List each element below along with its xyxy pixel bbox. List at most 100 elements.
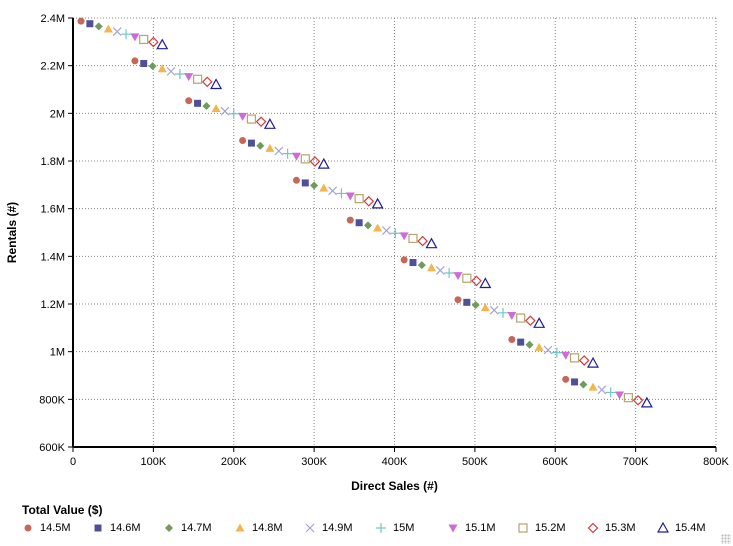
- data-point: [588, 382, 598, 391]
- data-point: [157, 64, 167, 73]
- legend-label: 15.2M: [535, 522, 566, 534]
- data-point: [382, 226, 391, 236]
- data-point: [417, 235, 428, 247]
- data-point: [597, 385, 607, 395]
- data-point: [632, 394, 644, 406]
- x-tick-label: 0: [70, 456, 76, 468]
- data-point: [174, 69, 185, 80]
- data-point: [238, 112, 248, 121]
- legend-marker: [448, 524, 458, 533]
- legend-marker-icon: [235, 523, 245, 532]
- x-tick-label: 400K: [382, 456, 408, 468]
- legend-item[interactable]: 14.8M: [234, 522, 283, 534]
- data-point: [255, 116, 267, 128]
- data-point: [569, 353, 580, 363]
- legend-item[interactable]: 14.7M: [163, 522, 212, 534]
- data-point: [516, 313, 526, 323]
- data-point: [194, 99, 202, 107]
- data-point: [319, 183, 329, 192]
- x-tick-label: 200K: [221, 456, 247, 468]
- legend-item[interactable]: 15M: [375, 522, 414, 534]
- legend-marker: [24, 524, 32, 532]
- legend-item[interactable]: 15.3M: [587, 522, 636, 534]
- data-point: [256, 141, 265, 150]
- data-point: [263, 118, 276, 129]
- data-point: [587, 356, 600, 368]
- data-point: [282, 148, 293, 159]
- data-point: [578, 355, 590, 366]
- series-15.4M: [156, 38, 653, 408]
- y-tick-label: 800K: [39, 394, 65, 406]
- data-point: [508, 336, 516, 344]
- legend-item[interactable]: 15.2M: [517, 522, 566, 534]
- data-point: [562, 375, 570, 383]
- y-tick-label: 1.2M: [41, 299, 65, 311]
- resize-grip-icon[interactable]: [721, 534, 731, 544]
- legend-item[interactable]: 14.9M: [304, 522, 353, 534]
- legend-marker-icon: [94, 524, 102, 532]
- data-point: [444, 268, 455, 279]
- legend-item[interactable]: 14.5M: [22, 522, 71, 534]
- legend-marker-icon: [518, 523, 528, 533]
- legend-marker: [518, 523, 528, 533]
- data-point: [130, 33, 140, 42]
- series-14.8M: [103, 24, 598, 391]
- data-point: [605, 387, 616, 398]
- series-14.6M: [86, 20, 579, 386]
- y-tick-label: 1.4M: [41, 251, 65, 263]
- data-point: [220, 106, 230, 116]
- data-point: [121, 29, 132, 40]
- data-point: [148, 62, 157, 71]
- data-point: [471, 275, 482, 287]
- data-point: [265, 143, 275, 152]
- data-point: [166, 66, 176, 76]
- data-point: [239, 137, 247, 145]
- data-point: [408, 233, 418, 244]
- legend-label: 14.6M: [110, 522, 141, 534]
- data-point: [409, 259, 417, 267]
- data-point: [453, 272, 463, 281]
- legend-marker: [305, 523, 315, 533]
- legend-label: 14.7M: [181, 522, 212, 534]
- data-point: [363, 221, 372, 230]
- legend-marker-icon: [165, 524, 173, 532]
- data-point: [94, 22, 103, 31]
- data-point: [517, 338, 525, 346]
- legend-marker: [235, 523, 245, 532]
- data-point: [371, 197, 384, 209]
- data-point: [551, 347, 562, 358]
- y-axis-title: Rentals (#): [5, 202, 19, 263]
- data-point: [309, 156, 321, 167]
- data-point: [300, 154, 310, 164]
- data-point: [525, 340, 534, 349]
- legend-label: 14.5M: [40, 522, 71, 534]
- data-point: [363, 195, 375, 207]
- data-point: [77, 17, 85, 25]
- data-point: [426, 263, 436, 272]
- data-point: [399, 232, 409, 241]
- data-point: [561, 351, 571, 360]
- legend-item[interactable]: 15.1M: [447, 522, 496, 534]
- legend-item[interactable]: 15.4M: [657, 522, 706, 534]
- data-point: [328, 186, 338, 196]
- data-point: [489, 305, 499, 315]
- legend-marker-icon: [24, 524, 32, 532]
- data-point: [354, 194, 364, 204]
- x-tick-label: 500K: [462, 456, 488, 468]
- x-tick-label: 300K: [301, 456, 327, 468]
- series-15.1M: [130, 33, 625, 400]
- legend-marker: [587, 522, 599, 534]
- data-point: [615, 391, 625, 400]
- legend-marker: [94, 524, 102, 532]
- data-point: [355, 219, 363, 227]
- data-point: [156, 38, 169, 50]
- legend-label: 14.9M: [322, 522, 353, 534]
- legend-title: Total Value ($): [22, 503, 103, 517]
- data-point: [524, 315, 536, 327]
- data-point: [140, 60, 148, 68]
- data-point: [345, 192, 355, 201]
- legend-item[interactable]: 14.6M: [92, 522, 141, 534]
- y-tick-label: 2.4M: [41, 13, 65, 25]
- legend-marker: [657, 522, 669, 533]
